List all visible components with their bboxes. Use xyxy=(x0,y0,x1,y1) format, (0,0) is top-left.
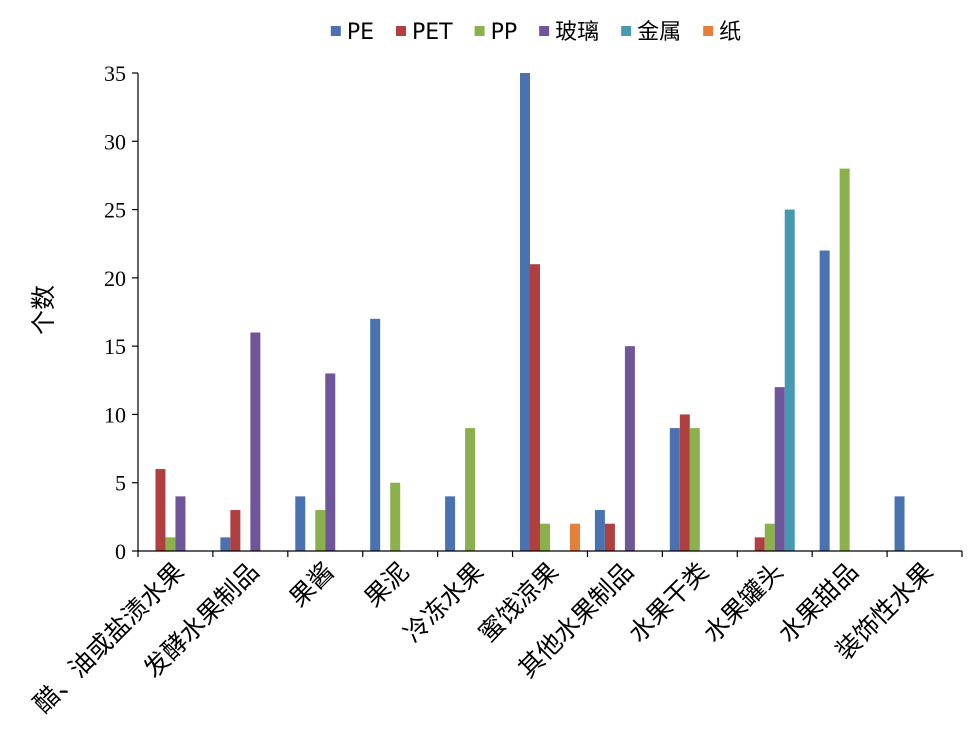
bar xyxy=(604,523,615,551)
bar xyxy=(774,387,785,551)
y-axis-title: 个数 xyxy=(29,285,58,335)
legend-item: 金属 xyxy=(621,20,681,45)
bar xyxy=(295,496,306,551)
x-category-label: 冷冻水果 xyxy=(398,557,489,648)
bar xyxy=(669,428,680,551)
legend-item: 玻璃 xyxy=(539,20,599,45)
legend-item: PE xyxy=(330,20,374,45)
bars xyxy=(155,73,905,552)
bar xyxy=(175,496,186,551)
legend-label: 纸 xyxy=(719,20,741,45)
bar xyxy=(594,510,605,551)
bar xyxy=(540,523,550,551)
legend-swatch xyxy=(330,26,341,36)
x-category-label: 果泥 xyxy=(359,557,415,613)
x-category-label: 水果罐头 xyxy=(698,557,789,648)
y-tick-label: 20 xyxy=(104,266,126,291)
legend-label: 金属 xyxy=(637,20,681,45)
bar xyxy=(894,496,905,551)
legend-swatch xyxy=(703,26,714,36)
bar xyxy=(445,496,456,551)
bar xyxy=(839,168,850,551)
legend: PE PET PP 玻璃 金属 纸 xyxy=(330,20,741,45)
legend-label: 玻璃 xyxy=(555,20,599,45)
bar xyxy=(679,414,690,551)
bar xyxy=(165,537,176,551)
bar xyxy=(530,264,540,551)
bar xyxy=(370,318,381,551)
legend-item: 纸 xyxy=(703,20,741,45)
bar xyxy=(520,73,530,551)
bar xyxy=(624,346,635,551)
bar xyxy=(764,523,775,551)
bar xyxy=(220,537,231,551)
bar xyxy=(390,482,401,551)
bar xyxy=(754,537,765,551)
legend-swatch xyxy=(395,26,406,36)
bar xyxy=(465,428,476,551)
legend-swatch xyxy=(474,26,485,36)
y-tick-label: 5 xyxy=(115,471,126,496)
bar xyxy=(819,250,830,552)
y-tick-label: 15 xyxy=(104,334,126,359)
y-tick-label: 25 xyxy=(104,198,126,223)
y-tick-label: 0 xyxy=(115,539,126,564)
legend-item: PP xyxy=(474,20,518,45)
bar xyxy=(784,209,795,552)
bar xyxy=(250,332,261,551)
x-category-label: 果酱 xyxy=(284,557,340,613)
legend-label: PP xyxy=(491,20,518,45)
y-axis: 0 5 10 15 20 25 30 35 xyxy=(104,61,139,564)
bar xyxy=(570,523,580,551)
legend-swatch xyxy=(621,26,632,36)
legend-item: PET xyxy=(395,20,453,45)
y-tick-label: 30 xyxy=(104,129,126,154)
bar xyxy=(155,469,166,551)
bar xyxy=(230,510,241,551)
legend-label: PE xyxy=(347,20,374,45)
y-tick-label: 35 xyxy=(104,61,126,86)
legend-label: PET xyxy=(412,20,453,45)
bar xyxy=(325,373,336,551)
bar xyxy=(689,428,700,551)
x-category-label: 水果干类 xyxy=(623,557,714,648)
bar xyxy=(315,510,326,551)
y-tick-label: 10 xyxy=(104,402,126,427)
legend-swatch xyxy=(539,26,550,36)
